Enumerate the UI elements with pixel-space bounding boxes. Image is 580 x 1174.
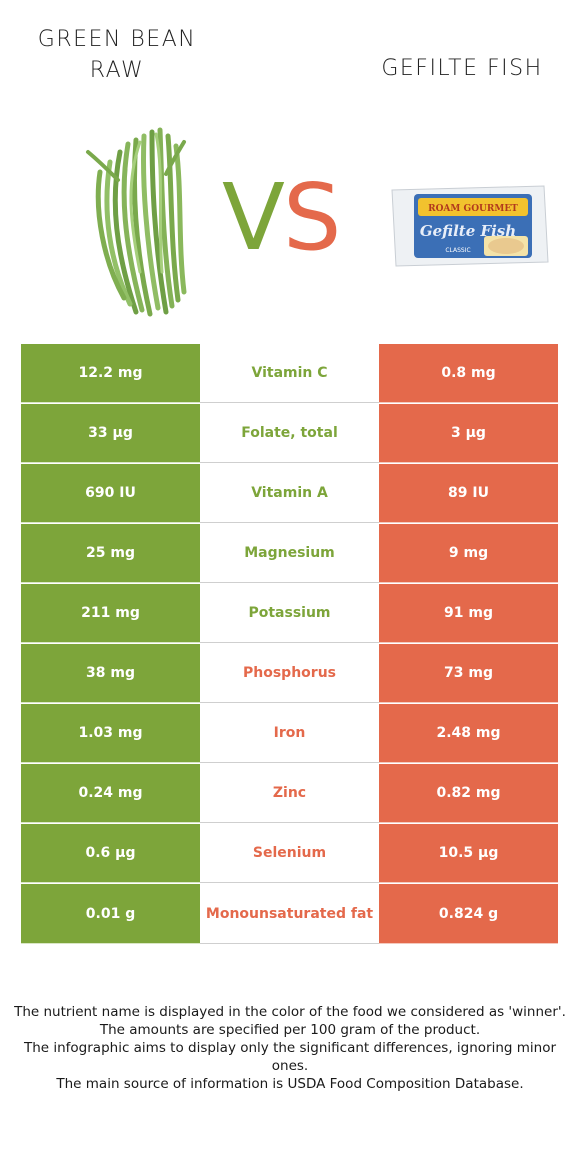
nutrient-name: Vitamin C (200, 344, 379, 403)
nutrient-name: Magnesium (200, 524, 379, 583)
footer-line-1: The nutrient name is displayed in the co… (14, 1004, 566, 1020)
gefilte-fish-value: 89 IU (379, 464, 558, 523)
green-bean-value: 690 IU (21, 464, 200, 523)
left-title-line2: RAW (89, 58, 145, 83)
table-row: 0.24 mg Zinc 0.82 mg (21, 764, 558, 824)
nutrient-name: Vitamin A (200, 464, 379, 523)
footer-notes: The nutrient name is displayed in the co… (14, 1003, 566, 1093)
table-row: 25 mg Magnesium 9 mg (21, 524, 558, 584)
package-variant-text: CLASSIC (445, 247, 470, 254)
green-bean-value: 0.6 µg (21, 824, 200, 883)
gefilte-fish-value: 10.5 µg (379, 824, 558, 883)
nutrient-name: Phosphorus (200, 644, 379, 703)
table-row: 33 µg Folate, total 3 µg (21, 404, 558, 464)
gefilte-fish-package-image: ROAM GOURMET Gefilte Fish CLASSIC (391, 185, 549, 267)
package-product-text: Gefilte Fish (420, 222, 516, 240)
table-row: 38 mg Phosphorus 73 mg (21, 644, 558, 704)
green-beans-image (86, 127, 187, 317)
table-row: 211 mg Potassium 91 mg (21, 584, 558, 644)
gefilte-fish-value: 9 mg (379, 524, 558, 583)
green-bean-value: 38 mg (21, 644, 200, 703)
vs-label: VS (222, 164, 341, 271)
nutrient-name: Potassium (200, 584, 379, 643)
green-bean-value: 0.24 mg (21, 764, 200, 823)
green-bean-value: 25 mg (21, 524, 200, 583)
table-row: 1.03 mg Iron 2.48 mg (21, 704, 558, 764)
footer-line-2: The amounts are specified per 100 gram o… (99, 1022, 481, 1038)
package-brand-text: ROAM GOURMET (428, 204, 518, 214)
left-food-title: GREEN BEAN RAW (22, 24, 212, 86)
footer-line-4: The main source of information is USDA F… (56, 1076, 524, 1092)
gefilte-fish-value: 91 mg (379, 584, 558, 643)
table-row: 0.6 µg Selenium 10.5 µg (21, 824, 558, 884)
table-row: 0.01 g Monounsaturated fat 0.824 g (21, 884, 558, 944)
gefilte-fish-value: 2.48 mg (379, 704, 558, 763)
green-bean-value: 12.2 mg (21, 344, 200, 403)
nutrient-name: Folate, total (200, 404, 379, 463)
gefilte-fish-value: 0.824 g (379, 884, 558, 944)
green-bean-value: 33 µg (21, 404, 200, 463)
nutrient-name: Monounsaturated fat (200, 884, 379, 944)
gefilte-fish-value: 0.82 mg (379, 764, 558, 823)
nutrient-comparison-table: 12.2 mg Vitamin C 0.8 mg 33 µg Folate, total… (21, 344, 558, 944)
green-bean-value: 211 mg (21, 584, 200, 643)
left-title-line1: GREEN BEAN (37, 27, 197, 52)
gefilte-fish-value: 3 µg (379, 404, 558, 463)
nutrient-name: Selenium (200, 824, 379, 883)
gefilte-fish-value: 73 mg (379, 644, 558, 703)
green-bean-value: 0.01 g (21, 884, 200, 944)
green-bean-value: 1.03 mg (21, 704, 200, 763)
nutrient-name: Iron (200, 704, 379, 763)
footer-line-3: The infographic aims to display only the… (23, 1040, 557, 1074)
table-row: 12.2 mg Vitamin C 0.8 mg (21, 344, 558, 404)
gefilte-fish-value: 0.8 mg (379, 344, 558, 403)
right-food-title: GEFILTE FISH (381, 56, 543, 81)
nutrient-name: Zinc (200, 764, 379, 823)
table-row: 690 IU Vitamin A 89 IU (21, 464, 558, 524)
